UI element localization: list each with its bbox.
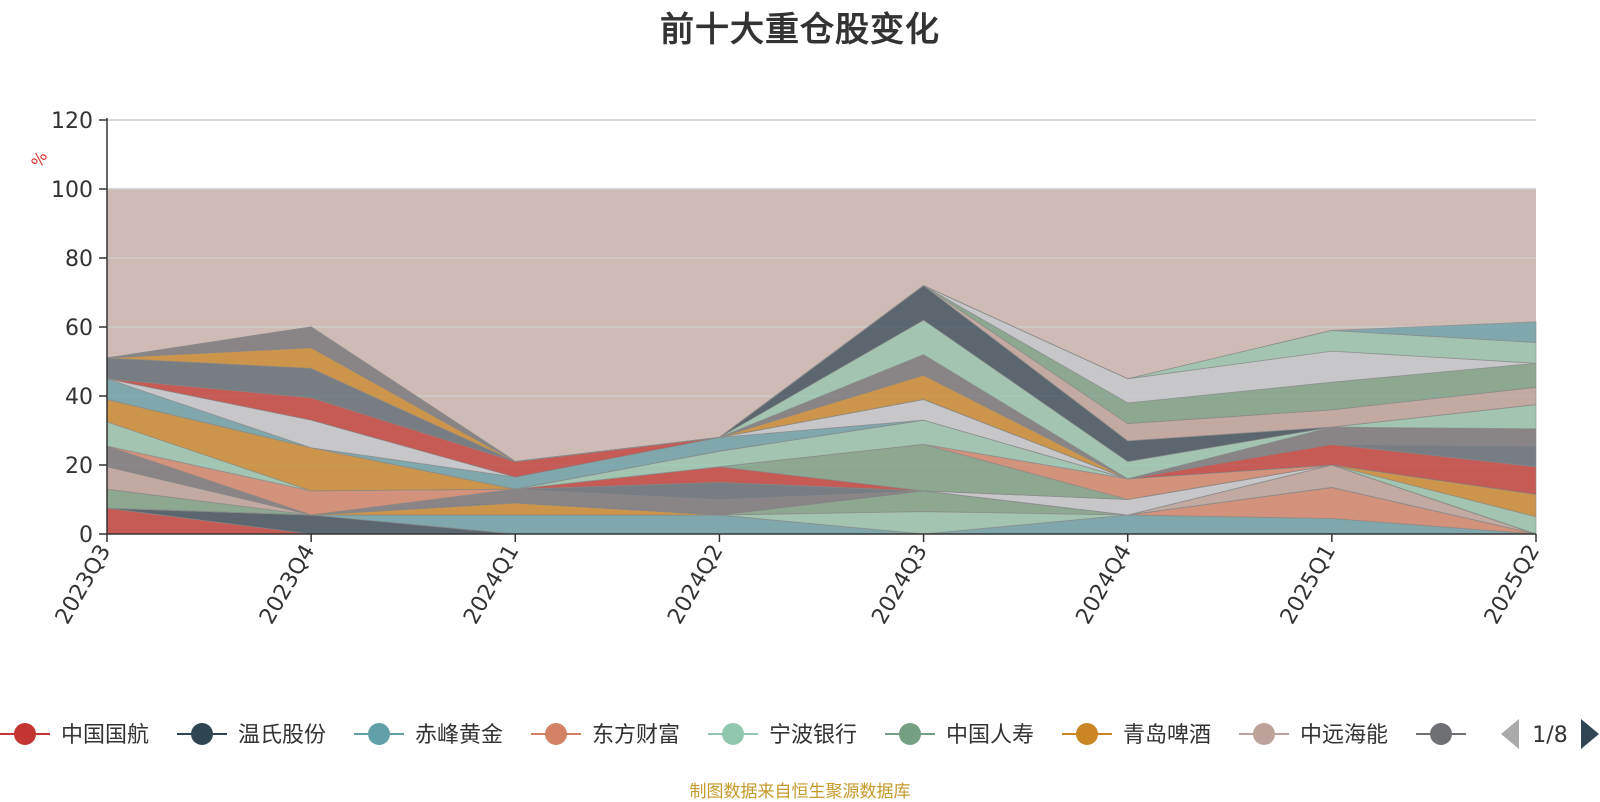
legend-dot-marker <box>368 723 390 745</box>
x-tick-label: 2024Q3 <box>867 541 932 629</box>
chart-title: 前十大重仓股变化 <box>660 10 940 50</box>
legend-dot-marker <box>545 723 567 745</box>
legend-dot-marker <box>14 723 36 745</box>
legend-next-page-button[interactable] <box>1581 719 1599 749</box>
legend-label: 赤峰黄金 <box>415 723 503 748</box>
legend-item[interactable]: 中国国航 <box>0 723 149 748</box>
legend-label: 东方财富 <box>592 723 680 748</box>
legend-dot-marker <box>722 723 744 745</box>
y-axis-unit-label: % <box>27 148 51 171</box>
legend-label: 青岛啤酒 <box>1123 723 1211 748</box>
legend-label: 美 <box>1477 723 1499 748</box>
x-tick-label: 2023Q3 <box>51 541 116 629</box>
legend-item[interactable]: 中远海能 <box>1239 723 1388 748</box>
x-tick-label: 2024Q4 <box>1072 541 1137 629</box>
y-tick-label: 120 <box>51 109 93 134</box>
legend-dot-marker <box>191 723 213 745</box>
y-tick-label: 100 <box>51 178 93 203</box>
legend-pager: 1/8 <box>1501 719 1599 749</box>
x-tick-label: 2023Q4 <box>255 541 320 629</box>
y-tick-label: 40 <box>65 385 93 410</box>
legend-label: 中国人寿 <box>946 723 1034 748</box>
legend-dot-marker <box>1253 723 1275 745</box>
y-tick-label: 0 <box>79 523 93 548</box>
legend-dot-marker <box>1430 723 1452 745</box>
legend-label: 温氏股份 <box>238 723 326 748</box>
source-note: 制图数据来自恒生聚源数据库 <box>689 782 911 802</box>
legend-prev-page-button[interactable] <box>1501 719 1519 749</box>
legend: 中国国航 温氏股份 赤峰黄金 东方财富 宁波银行 中国人寿 青岛啤酒 中远海能 美 <box>0 723 1499 748</box>
legend-page-indicator: 1/8 <box>1532 723 1567 748</box>
y-tick-label: 60 <box>65 316 93 341</box>
y-tick-label: 80 <box>65 247 93 272</box>
y-tick-label: 20 <box>65 454 93 479</box>
x-tick-label: 2025Q1 <box>1276 541 1341 629</box>
legend-item[interactable]: 中国人寿 <box>885 723 1034 748</box>
legend-item[interactable]: 赤峰黄金 <box>354 723 503 748</box>
legend-item[interactable]: 青岛啤酒 <box>1062 723 1211 748</box>
legend-item[interactable]: 温氏股份 <box>177 723 326 748</box>
legend-dot-marker <box>1076 723 1098 745</box>
legend-item[interactable]: 宁波银行 <box>708 723 857 748</box>
legend-label: 中国国航 <box>61 723 149 748</box>
x-tick-label: 2025Q2 <box>1480 541 1545 629</box>
x-tick-label: 2024Q2 <box>663 541 728 629</box>
legend-item[interactable]: 东方财富 <box>531 723 680 748</box>
legend-item[interactable]: 美 <box>1416 723 1499 748</box>
area-series[interactable] <box>106 285 1537 462</box>
legend-label: 宁波银行 <box>769 723 857 748</box>
legend-label: 中远海能 <box>1300 723 1388 748</box>
legend-dot-marker <box>899 723 921 745</box>
x-tick-label: 2024Q1 <box>459 541 524 629</box>
